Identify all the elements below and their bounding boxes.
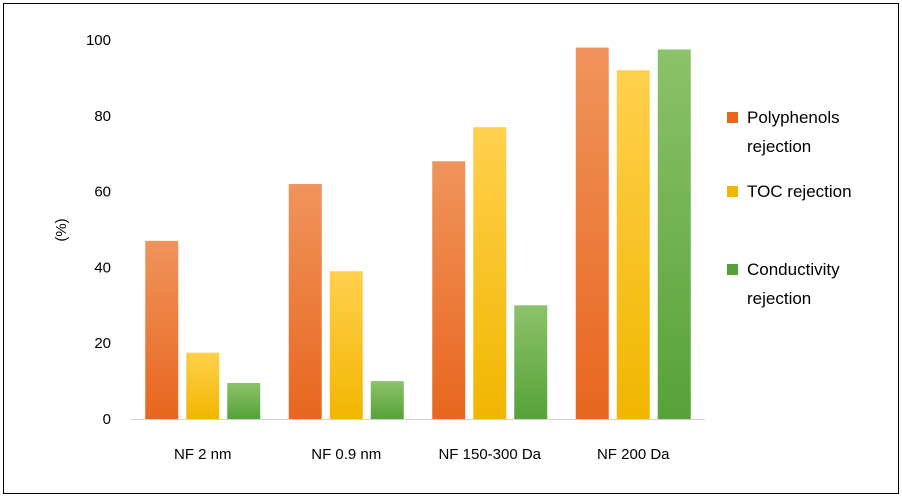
y-tick-label: 20 bbox=[94, 335, 111, 352]
legend-label: rejection bbox=[747, 289, 811, 308]
legend-label: Conductivity bbox=[747, 260, 840, 279]
y-tick-label: 60 bbox=[94, 184, 111, 201]
y-tick-label: 0 bbox=[103, 411, 111, 428]
bar-toc-rejection-1 bbox=[329, 271, 363, 419]
bar-polyphenols-rejection-3 bbox=[575, 47, 609, 420]
legend: Polyphenols rejection TOC rejection Conduct… bbox=[727, 108, 852, 308]
bar-conductivity-rejection-0 bbox=[227, 382, 261, 419]
legend-swatch bbox=[727, 186, 738, 197]
legend-swatch bbox=[727, 112, 738, 123]
y-axis-ticks: 0 20 40 60 80 100 bbox=[86, 32, 111, 428]
bar-toc-rejection-2 bbox=[473, 127, 507, 420]
bar-polyphenols-rejection-2 bbox=[432, 161, 466, 419]
legend-swatch bbox=[727, 264, 738, 275]
legend-item-polyphenols-rejection: Polyphenols rejection bbox=[727, 108, 840, 156]
y-tick-label: 80 bbox=[94, 108, 111, 125]
legend-label: rejection bbox=[747, 137, 811, 156]
bar-conductivity-rejection-2 bbox=[514, 305, 548, 419]
x-axis-ticks: NF 2 nm NF 0.9 nm NF 150-300 Da NF 200 Da bbox=[174, 446, 670, 463]
bar-toc-rejection-3 bbox=[616, 70, 650, 419]
y-axis-label: (%) bbox=[53, 218, 70, 241]
y-tick-label: 100 bbox=[86, 32, 111, 49]
legend-label: Polyphenols bbox=[747, 108, 840, 127]
bars bbox=[145, 47, 691, 420]
x-tick-label: NF 0.9 nm bbox=[311, 446, 381, 463]
legend-item-conductivity-rejection: Conductivity rejection bbox=[727, 260, 840, 308]
bar-toc-rejection-0 bbox=[186, 352, 220, 419]
legend-label: TOC rejection bbox=[747, 182, 852, 201]
x-tick-label: NF 200 Da bbox=[597, 446, 670, 463]
bar-polyphenols-rejection-0 bbox=[145, 240, 179, 419]
bar-polyphenols-rejection-1 bbox=[288, 184, 322, 419]
x-tick-label: NF 150-300 Da bbox=[438, 446, 541, 463]
x-tick-label: NF 2 nm bbox=[174, 446, 232, 463]
y-tick-label: 40 bbox=[94, 259, 111, 276]
bar-conductivity-rejection-1 bbox=[370, 381, 404, 419]
bar-conductivity-rejection-3 bbox=[657, 49, 691, 419]
legend-item-toc-rejection: TOC rejection bbox=[727, 182, 852, 201]
